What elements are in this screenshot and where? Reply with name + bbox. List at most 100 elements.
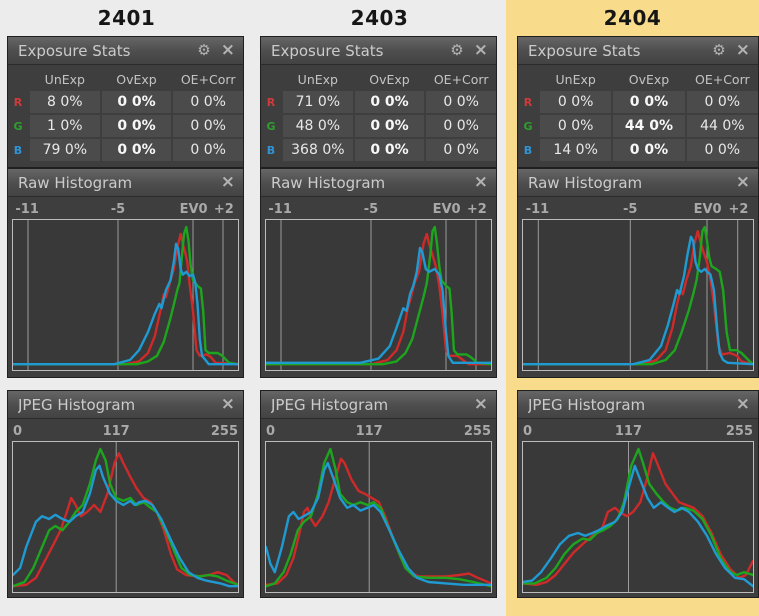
stats-row-red: R 0 0% 0 0% 0 0% — [518, 91, 758, 113]
exposure-stats-header[interactable]: Exposure Stats ⚙ × — [8, 37, 243, 65]
ovexp-value: 44 0% — [613, 115, 685, 137]
panel-title: JPEG Histogram — [271, 395, 389, 414]
raw-histogram-header[interactable]: Raw Histogram × — [261, 169, 496, 197]
oecorr-value: 0 0% — [173, 115, 244, 137]
close-icon[interactable]: × — [220, 40, 235, 60]
oecorr-value: 0 0% — [173, 139, 244, 161]
panel-title: JPEG Histogram — [18, 395, 136, 414]
close-icon[interactable]: × — [220, 172, 235, 192]
level-axis-labels: 0 117 255 — [522, 419, 754, 441]
raw-histogram-panel: Raw Histogram × -11 -5 EV0 +2 — [7, 168, 244, 378]
close-icon[interactable]: × — [735, 40, 750, 60]
ovexp-value: 0 0% — [101, 139, 172, 161]
ev-tick: -11 — [268, 202, 292, 217]
raw-histogram-header[interactable]: Raw Histogram × — [518, 169, 758, 197]
unexp-value: 48 0% — [283, 115, 353, 137]
panel-title: Raw Histogram — [271, 173, 386, 192]
col-header-oecorr: OE+Corr — [433, 71, 489, 87]
panel-stack: Exposure Stats ⚙ × UnExp OvExp OE+Corr R… — [260, 36, 497, 598]
level-tick: 117 — [614, 424, 643, 439]
raw-histogram-panel: Raw Histogram × -11 -5 EV0 +2 — [260, 168, 497, 378]
col-header-ovexp: OvExp — [116, 71, 157, 87]
level-axis-labels: 0 117 255 — [265, 419, 492, 441]
ev-tick: -11 — [15, 202, 39, 217]
close-icon[interactable]: × — [735, 394, 750, 414]
oecorr-value: 0 0% — [426, 139, 497, 161]
stats-header-row: UnExp OvExp OE+Corr — [518, 67, 758, 91]
exposure-stats-table: UnExp OvExp OE+Corr R 0 0% 0 0% 0 0% G 0… — [518, 65, 758, 161]
stats-row-red: R 8 0% 0 0% 0 0% — [8, 91, 244, 113]
oecorr-value: 0 0% — [686, 139, 758, 161]
raw-histogram-panel: Raw Histogram × -11 -5 EV0 +2 — [517, 168, 759, 378]
panel-title: Raw Histogram — [528, 173, 643, 192]
jpeg-histogram-chart — [12, 441, 239, 593]
unexp-value: 368 0% — [283, 139, 353, 161]
compare-column-2403: 2403 Exposure Stats ⚙ × UnExp OvExp OE+C… — [253, 0, 506, 616]
jpeg-histogram-header[interactable]: JPEG Histogram × — [518, 391, 758, 419]
oecorr-value: 0 0% — [426, 115, 497, 137]
stats-row-blue: B 14 0% 0 0% 0 0% — [518, 139, 758, 161]
panel-stack: Exposure Stats ⚙ × UnExp OvExp OE+Corr R… — [7, 36, 244, 598]
channel-label-green: G — [523, 119, 533, 133]
unexp-value: 0 0% — [540, 91, 612, 113]
gear-icon[interactable]: ⚙ — [712, 41, 726, 59]
ev-axis-labels: -11 -5 EV0 +2 — [12, 197, 239, 219]
exposure-stats-panel: Exposure Stats ⚙ × UnExp OvExp OE+Corr R… — [7, 36, 244, 168]
jpeg-histogram-header[interactable]: JPEG Histogram × — [261, 391, 496, 419]
exposure-stats-panel: Exposure Stats ⚙ × UnExp OvExp OE+Corr R… — [517, 36, 759, 168]
close-icon[interactable]: × — [220, 394, 235, 414]
close-icon[interactable]: × — [473, 40, 488, 60]
raw-histogram-chart — [522, 219, 754, 371]
close-icon[interactable]: × — [473, 394, 488, 414]
exposure-stats-table: UnExp OvExp OE+Corr R 71 0% 0 0% 0 0% G … — [261, 65, 497, 161]
image-title: 2404 — [603, 6, 662, 30]
panel-gap — [260, 378, 497, 390]
close-icon[interactable]: × — [473, 172, 488, 192]
raw-histogram-header[interactable]: Raw Histogram × — [8, 169, 243, 197]
stats-row-green: G 0 0% 44 0% 44 0% — [518, 115, 758, 137]
exposure-stats-header[interactable]: Exposure Stats ⚙ × — [261, 37, 496, 65]
channel-label-green: G — [266, 119, 276, 133]
unexp-value: 14 0% — [540, 139, 612, 161]
compare-column-2404-selected: 2404 Exposure Stats ⚙ × UnExp OvExp OE+C… — [506, 0, 759, 616]
exposure-stats-panel: Exposure Stats ⚙ × UnExp OvExp OE+Corr R… — [260, 36, 497, 168]
unexp-value: 1 0% — [30, 115, 100, 137]
panel-title: Exposure Stats — [528, 41, 641, 60]
level-tick: 0 — [13, 424, 23, 439]
unexp-value: 0 0% — [540, 115, 612, 137]
channel-label-blue: B — [523, 143, 533, 157]
level-tick: 255 — [210, 424, 238, 439]
exposure-stats-table: UnExp OvExp OE+Corr R 8 0% 0 0% 0 0% G 1… — [8, 65, 244, 161]
jpeg-histogram-panel: JPEG Histogram × 0 117 255 — [517, 390, 759, 598]
stats-row-blue: B 79 0% 0 0% 0 0% — [8, 139, 244, 161]
ovexp-value: 0 0% — [354, 115, 425, 137]
jpeg-histogram-panel: JPEG Histogram × 0 117 255 — [260, 390, 497, 598]
unexp-value: 8 0% — [30, 91, 100, 113]
ev-axis-labels: -11 -5 EV0 +2 — [265, 197, 492, 219]
ev-tick: -5 — [623, 202, 638, 217]
channel-label-blue: B — [13, 143, 23, 157]
jpeg-histogram-header[interactable]: JPEG Histogram × — [8, 391, 243, 419]
level-tick: 117 — [102, 424, 130, 439]
panel-title: Exposure Stats — [18, 41, 131, 60]
raw-histogram-chart — [12, 219, 239, 371]
level-tick: 255 — [463, 424, 491, 439]
jpeg-histogram-chart — [522, 441, 754, 593]
ev-tick: +2 — [466, 202, 487, 217]
exposure-stats-header[interactable]: Exposure Stats ⚙ × — [518, 37, 758, 65]
col-header-oecorr: OE+Corr — [180, 71, 236, 87]
stats-header-row: UnExp OvExp OE+Corr — [261, 67, 496, 91]
close-icon[interactable]: × — [735, 172, 750, 192]
ovexp-value: 0 0% — [354, 139, 425, 161]
ev-tick: EV0 — [693, 202, 722, 217]
ev-tick: -5 — [363, 202, 379, 217]
gear-icon[interactable]: ⚙ — [450, 41, 464, 59]
jpeg-histogram-panel: JPEG Histogram × 0 117 255 — [7, 390, 244, 598]
raw-histogram-chart — [265, 219, 492, 371]
stats-header-row: UnExp OvExp OE+Corr — [8, 67, 243, 91]
col-header-unexp: UnExp — [555, 71, 596, 87]
ovexp-value: 0 0% — [613, 139, 685, 161]
gear-icon[interactable]: ⚙ — [197, 41, 211, 59]
oecorr-value: 44 0% — [686, 115, 758, 137]
col-header-ovexp: OvExp — [369, 71, 410, 87]
